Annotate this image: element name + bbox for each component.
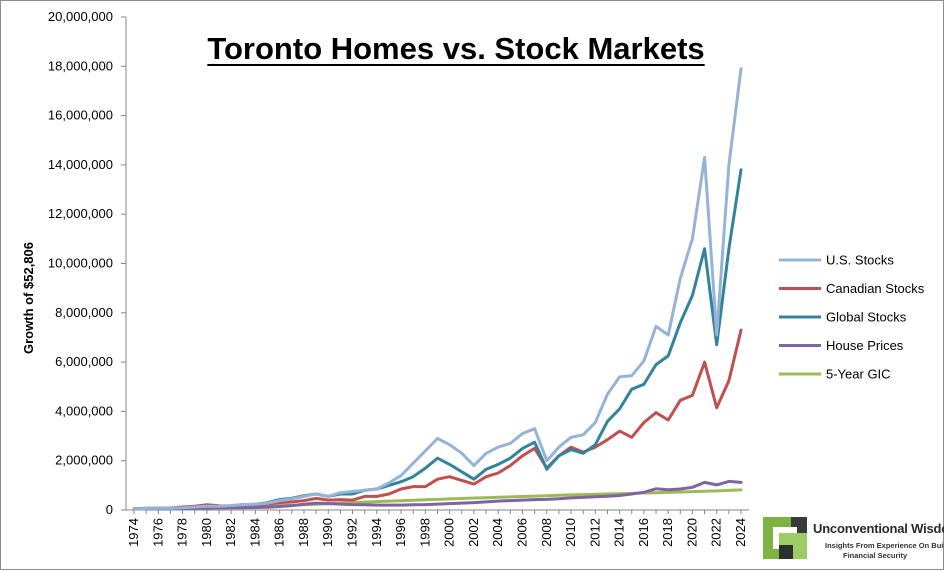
logo-mark-icon (763, 517, 807, 559)
x-tick-label: 1998 (417, 518, 432, 547)
legend-label: 5-Year GIC (826, 367, 891, 382)
x-tick-label: 2024 (733, 518, 748, 547)
x-tick-label: 2004 (490, 518, 505, 547)
y-tick-label: 10,000,000 (48, 256, 113, 271)
x-tick-label: 1988 (296, 518, 311, 547)
x-tick-label: 2018 (660, 518, 675, 547)
x-tick-label: 2002 (466, 518, 481, 547)
x-tick-label: 2006 (514, 518, 529, 547)
series-line-house-prices (132, 479, 743, 511)
x-tick-label: 1978 (175, 518, 190, 547)
legend-label: House Prices (826, 338, 904, 353)
legend-label: Canadian Stocks (826, 281, 925, 296)
legend-label: U.S. Stocks (826, 253, 894, 268)
x-tick-label: 2010 (563, 518, 578, 547)
y-axis-label: Growth of $52,806 (21, 242, 36, 354)
x-tick-label: 1990 (320, 518, 335, 547)
logo-tagline-line2: Financial Security (843, 551, 908, 560)
y-tick-label: 18,000,000 (48, 58, 113, 73)
y-tick-label: 6,000,000 (55, 354, 113, 369)
x-tick-label: 1974 (126, 518, 141, 547)
legend-label: Global Stocks (826, 310, 907, 325)
x-tick-label: 2022 (709, 518, 724, 547)
brand-logo: Unconventional Wisdom Insights From Expe… (761, 513, 944, 567)
y-tick-label: 2,000,000 (55, 453, 113, 468)
series-line-canadian-stocks (132, 328, 743, 511)
x-tick-label: 1976 (150, 518, 165, 547)
y-tick-label: 12,000,000 (48, 206, 113, 221)
x-tick-label: 2014 (612, 518, 627, 547)
chart-title: Toronto Homes vs. Stock Markets (207, 31, 704, 66)
y-tick-label: 4,000,000 (55, 403, 113, 418)
x-tick-label: 2020 (684, 518, 699, 547)
logo-tagline-line1: Insights From Experience On Building (825, 541, 944, 550)
x-tick-label: 1984 (247, 518, 262, 547)
series-line-u-s-stocks (132, 67, 743, 511)
y-tick-label: 14,000,000 (48, 157, 113, 172)
x-tick-label: 1980 (199, 518, 214, 547)
x-tick-label: 1994 (369, 518, 384, 547)
logo-name: Unconventional Wisdom (813, 521, 944, 536)
x-tick-label: 2016 (636, 518, 651, 547)
y-tick-label: 20,000,000 (48, 9, 113, 24)
x-tick-label: 1992 (345, 518, 360, 547)
y-tick-label: 0 (106, 502, 113, 517)
y-tick-label: 16,000,000 (48, 108, 113, 123)
x-tick-label: 2008 (539, 518, 554, 547)
x-tick-label: 2012 (587, 518, 602, 547)
x-tick-label: 1986 (272, 518, 287, 547)
x-tick-label: 1996 (393, 518, 408, 547)
y-tick-label: 8,000,000 (55, 305, 113, 320)
x-tick-label: 1982 (223, 518, 238, 547)
x-tick-label: 2000 (442, 518, 457, 547)
